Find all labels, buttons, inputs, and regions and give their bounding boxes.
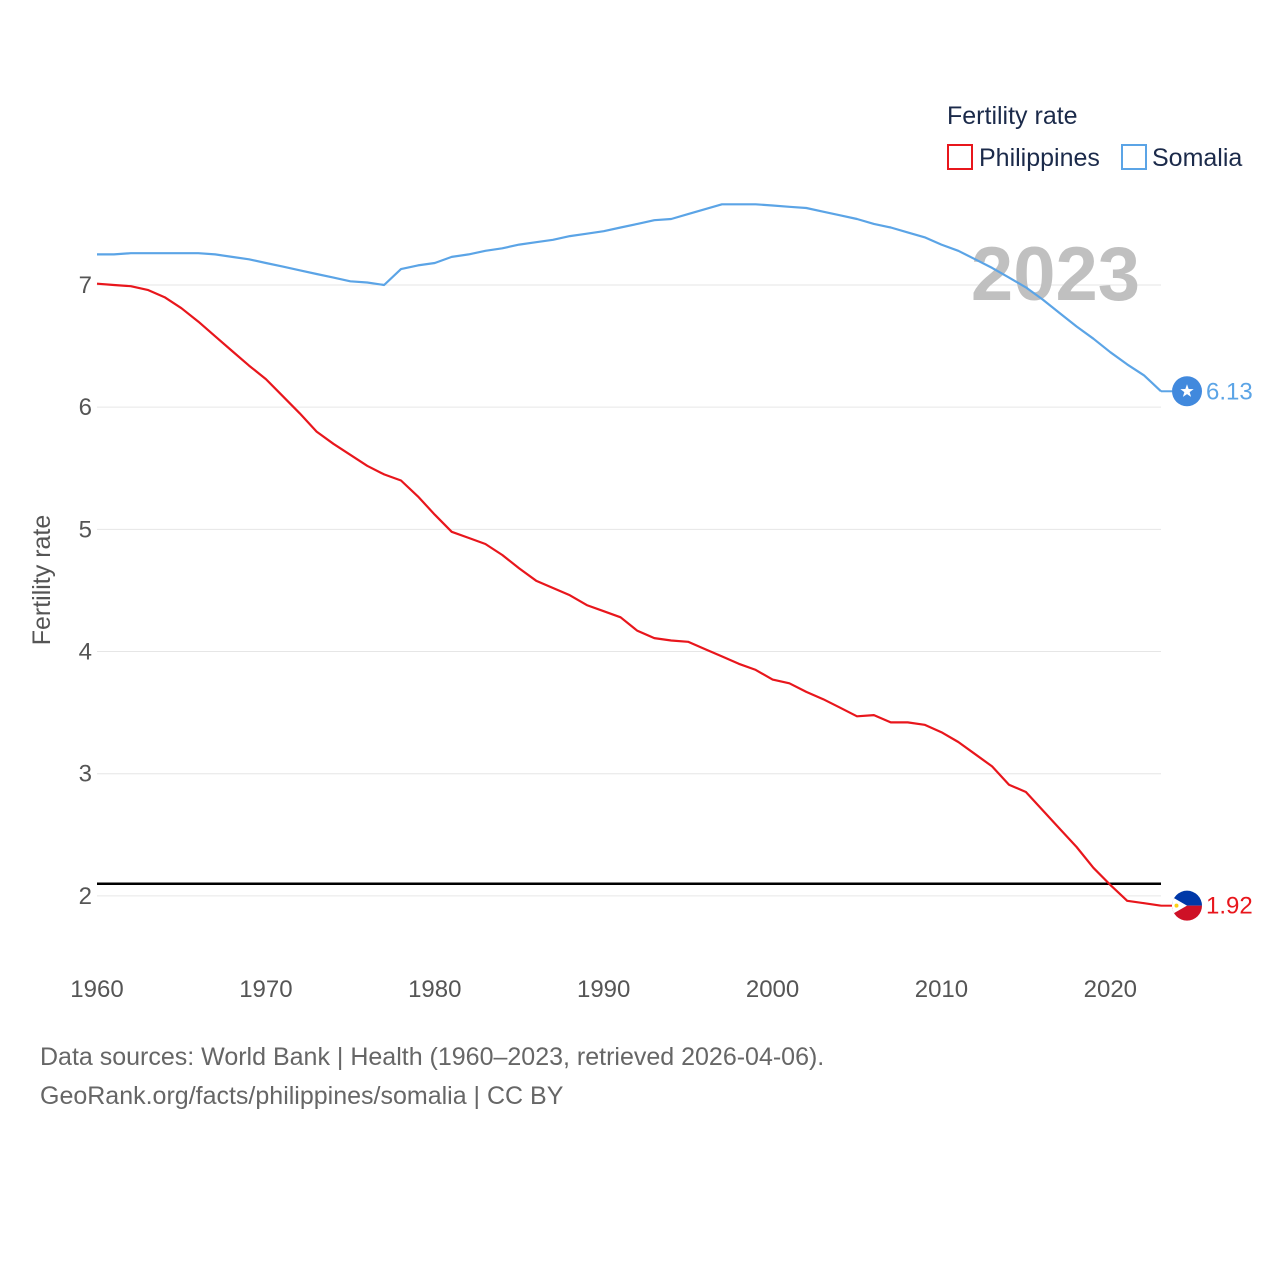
legend-label-somalia[interactable]: Somalia [1152, 144, 1242, 172]
chart: 2 3 4 5 6 7 1960 1970 1980 1990 2000 2010 2020 Fert… [28, 102, 1253, 1003]
end-markers: 1.92 6.13 [1161, 376, 1253, 921]
legend-swatch-somalia[interactable] [1121, 144, 1147, 170]
y-tick-label-4: 4 [79, 639, 92, 666]
legend-label-philippines[interactable]: Philippines [979, 144, 1100, 172]
attribution-line: GeoRank.org/facts/philippines/somalia | … [40, 1082, 564, 1110]
philippines-flag-icon [1171, 890, 1202, 921]
x-tick-label-1990: 1990 [577, 976, 630, 1003]
philippines-flag-sun [1174, 903, 1179, 908]
series-lines [96, 203, 1162, 907]
y-axis-title: Fertility rate [28, 515, 56, 646]
x-tick-label-1970: 1970 [239, 976, 292, 1003]
x-tick-label-2020: 2020 [1084, 976, 1137, 1003]
philippines-flag-triangle [1171, 898, 1187, 914]
y-tick-label-7: 7 [79, 272, 92, 299]
x-axis: 1960 1970 1980 1990 2000 2010 2020 [70, 976, 1137, 1003]
source-line: Data sources: World Bank | Health (1960–… [40, 1043, 825, 1071]
current-year-label: 2023 [971, 232, 1140, 317]
y-tick-label-2: 2 [79, 883, 92, 910]
x-tick-label-2010: 2010 [915, 976, 968, 1003]
legend[interactable]: Fertility rate Philippines Somalia [947, 102, 1242, 172]
y-tick-label-6: 6 [79, 394, 92, 421]
x-tick-label-1980: 1980 [408, 976, 461, 1003]
somalia-flag-icon [1172, 376, 1202, 407]
legend-swatch-philippines[interactable] [947, 144, 973, 170]
y-tick-label-3: 3 [79, 761, 92, 788]
legend-title: Fertility rate [947, 102, 1078, 130]
x-tick-label-2000: 2000 [746, 976, 799, 1003]
grid-lines [97, 284, 1161, 897]
end-value-label-somalia: 6.13 [1206, 378, 1253, 405]
series-line-philippines [96, 282, 1162, 907]
somalia-flag-star [1180, 384, 1194, 397]
x-tick-label-1960: 1960 [70, 976, 123, 1003]
series-line-somalia [97, 203, 1162, 393]
end-value-label-philippines: 1.92 [1206, 893, 1253, 920]
y-tick-label-5: 5 [79, 516, 92, 543]
y-axis: 2 3 4 5 6 7 [79, 272, 92, 910]
